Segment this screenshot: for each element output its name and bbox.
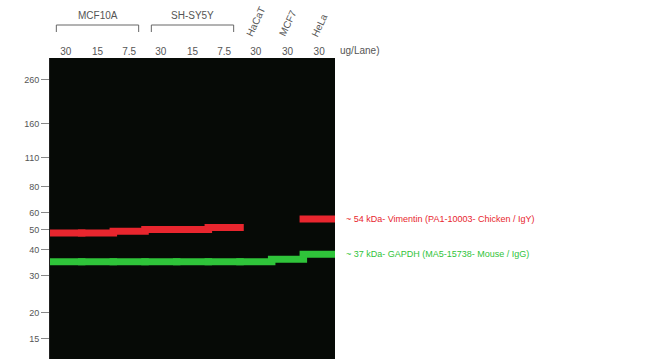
svg-text:ug/Lane): ug/Lane) xyxy=(340,45,379,56)
svg-text:110: 110 xyxy=(25,153,39,163)
svg-text:30: 30 xyxy=(282,46,294,57)
svg-text:7.5: 7.5 xyxy=(122,46,136,57)
svg-text:7.5: 7.5 xyxy=(217,46,231,57)
svg-text:15: 15 xyxy=(92,46,104,57)
svg-text:~ 54 kDa- Vimentin (PA1-10003-: ~ 54 kDa- Vimentin (PA1-10003- Chicken /… xyxy=(346,214,535,224)
svg-text:MCF7: MCF7 xyxy=(277,8,299,38)
svg-text:30: 30 xyxy=(155,46,167,57)
svg-text:50: 50 xyxy=(29,225,39,235)
svg-text:HeLa: HeLa xyxy=(309,12,329,39)
svg-text:30: 30 xyxy=(60,46,72,57)
svg-text:160: 160 xyxy=(24,119,39,129)
svg-text:40: 40 xyxy=(29,245,39,255)
svg-text:260: 260 xyxy=(24,75,39,85)
svg-text:MCF10A: MCF10A xyxy=(78,10,118,21)
svg-text:30: 30 xyxy=(314,46,326,57)
svg-text:HaCaT: HaCaT xyxy=(244,5,267,38)
svg-text:30: 30 xyxy=(29,271,39,281)
svg-text:SH-SY5Y: SH-SY5Y xyxy=(171,10,214,21)
svg-text:30: 30 xyxy=(250,46,262,57)
svg-text:20: 20 xyxy=(29,308,39,318)
svg-text:~ 37 kDa- GAPDH (MA5-15738- Mo: ~ 37 kDa- GAPDH (MA5-15738- Mouse / IgG) xyxy=(346,249,529,259)
svg-text:15: 15 xyxy=(187,46,199,57)
svg-text:15: 15 xyxy=(29,334,39,344)
svg-text:60: 60 xyxy=(29,208,39,218)
svg-text:80: 80 xyxy=(29,182,39,192)
